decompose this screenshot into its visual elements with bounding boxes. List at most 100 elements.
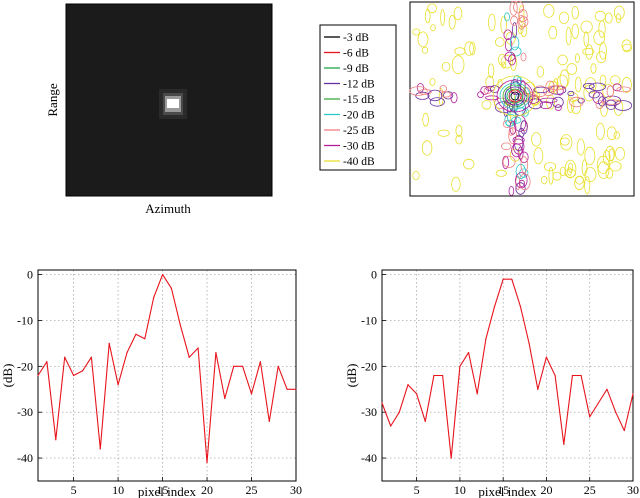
contour-line	[518, 9, 528, 23]
contour-line	[448, 14, 456, 30]
plot-frame	[381, 269, 634, 482]
contour-line	[621, 76, 632, 93]
data-point	[450, 457, 452, 459]
contour-line	[599, 74, 607, 87]
contour-line	[590, 63, 597, 74]
y-tick-label: -20	[361, 359, 377, 373]
contour-line	[512, 22, 518, 39]
contour-line	[412, 170, 420, 181]
data-point	[615, 411, 617, 413]
contour-line	[487, 63, 495, 78]
contour-line	[508, 127, 517, 144]
contour-line	[580, 20, 593, 34]
data-point	[250, 393, 253, 395]
contour-line	[615, 147, 626, 161]
contour-line	[613, 99, 624, 116]
contour-line	[605, 167, 614, 179]
data-point	[511, 278, 513, 280]
y-tick-label: -10	[17, 313, 33, 327]
plot-frame	[37, 269, 297, 482]
contour-line	[602, 150, 611, 166]
y-tick-label: -30	[17, 405, 33, 419]
legend-label: -30 dB	[343, 141, 375, 153]
data-point	[537, 388, 539, 390]
contour-line	[455, 124, 463, 137]
contour-line	[518, 179, 526, 187]
data-point	[55, 439, 57, 441]
contour-line	[566, 63, 578, 75]
contour-line	[574, 76, 582, 93]
contour-line	[520, 156, 529, 173]
contour-line	[503, 29, 513, 41]
contour-line	[421, 140, 433, 156]
data-point	[224, 397, 226, 399]
contour-line	[531, 132, 542, 147]
data-point	[398, 411, 400, 413]
contour-line	[571, 5, 579, 20]
contour-line	[585, 44, 594, 60]
legend-label: -12 dB	[343, 79, 375, 91]
x-tick-label: 25	[246, 483, 258, 497]
contour-line	[501, 61, 507, 69]
contour-line	[513, 138, 525, 155]
contour-line	[532, 85, 548, 98]
contour-line	[570, 99, 582, 115]
y-tick-label: -40	[361, 451, 377, 465]
legend-label: -40 dB	[343, 156, 375, 168]
data-point	[81, 370, 84, 372]
y-tick-label: -10	[361, 313, 377, 327]
contour-line	[495, 169, 507, 177]
contour-line	[571, 23, 579, 40]
contour-line	[541, 175, 548, 185]
contour-line	[539, 101, 552, 110]
data-point	[424, 420, 426, 422]
contour-line	[415, 91, 430, 100]
y-tick-label: -40	[17, 451, 33, 465]
contour-line	[469, 41, 476, 56]
data-point	[390, 425, 392, 427]
contour-line	[502, 84, 528, 108]
contour-line	[621, 39, 632, 52]
series-line	[37, 274, 296, 464]
data-point	[459, 365, 461, 367]
contour-line	[504, 38, 513, 52]
contour-line	[543, 87, 555, 97]
contour-line	[429, 97, 445, 107]
data-point	[233, 365, 235, 367]
data-point	[144, 338, 146, 340]
contour-line	[429, 78, 436, 86]
contour-line	[508, 54, 516, 66]
contour-line	[533, 86, 550, 94]
contour-line	[501, 142, 512, 151]
contour-line	[543, 162, 557, 172]
contour-line	[588, 82, 607, 91]
contour-line	[512, 135, 525, 145]
image-ylabel: Range	[45, 83, 60, 116]
contour-line	[593, 30, 605, 46]
y-tick-label: 0	[27, 268, 33, 282]
contour-line	[502, 155, 516, 168]
contour-line	[560, 137, 570, 146]
contour-line	[427, 89, 443, 102]
legend-label: -3 dB	[343, 32, 369, 44]
data-point	[632, 393, 634, 395]
contour-line	[584, 77, 597, 94]
contour-line	[508, 186, 515, 196]
contour-line	[451, 55, 465, 75]
data-point	[554, 374, 556, 377]
data-point	[606, 388, 608, 390]
data-point	[433, 374, 435, 377]
x-tick-label: 15	[157, 483, 169, 497]
data-point	[286, 388, 288, 390]
contour-line	[517, 146, 524, 160]
data-point	[571, 374, 574, 377]
contour-line	[509, 120, 517, 135]
data-point	[99, 448, 101, 450]
data-point	[563, 443, 565, 445]
data-point	[502, 278, 504, 280]
data-point	[242, 365, 244, 367]
y-tick-label: 0	[371, 268, 377, 282]
contour-line	[584, 167, 597, 183]
contour-line	[519, 151, 529, 164]
data-point	[108, 342, 110, 344]
